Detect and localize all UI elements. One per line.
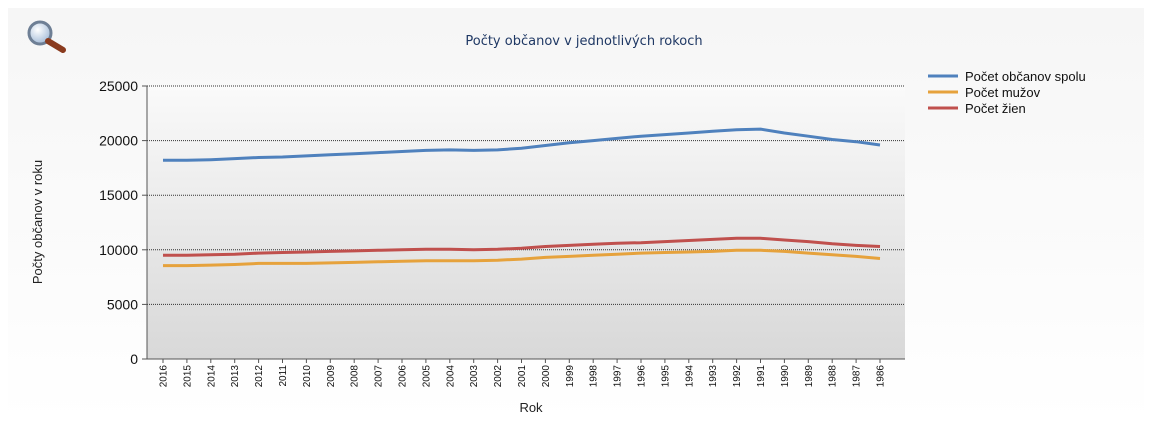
series-line-2 <box>163 236 881 257</box>
x-tick-label: 2009 <box>326 365 337 388</box>
magnifier-icon[interactable] <box>27 20 66 53</box>
y-tick-label: 0 <box>130 351 138 367</box>
x-tick-label: 1997 <box>613 365 624 388</box>
x-tick-label: 2003 <box>469 365 480 388</box>
series-line-1 <box>163 248 881 268</box>
plot-area <box>147 86 905 359</box>
x-tick-label: 2013 <box>230 365 241 388</box>
gridlines <box>147 85 905 305</box>
x-tick-label: 2016 <box>159 365 170 388</box>
x-tick-label: 2004 <box>445 365 456 388</box>
x-tick-label: 1990 <box>780 365 791 388</box>
x-tick-label: 1993 <box>708 365 719 388</box>
x-tick-label: 1987 <box>852 365 863 388</box>
legend-label: Počet mužov <box>965 85 1041 100</box>
x-axis-label: Rok <box>519 400 543 415</box>
y-tick-label: 20000 <box>99 133 138 149</box>
x-tick-label: 2005 <box>421 365 432 388</box>
x-axis-ticks: 2016 2015 2014 2013 2012 2011 2010 2009 2008 2007… <box>159 359 887 387</box>
legend-label: Počet občanov spolu <box>965 69 1086 84</box>
x-tick-label: 2007 <box>374 365 385 388</box>
x-tick-label: 2000 <box>541 365 552 388</box>
x-tick-label: 1992 <box>732 365 743 388</box>
x-tick-label: 1994 <box>684 365 695 388</box>
x-tick-label: 1991 <box>756 365 767 388</box>
x-tick-label: 2001 <box>517 365 528 388</box>
x-tick-label: 2006 <box>398 365 409 388</box>
x-tick-label: 2002 <box>493 365 504 388</box>
y-tick-label: 10000 <box>99 242 138 258</box>
x-tick-label: 1998 <box>589 365 600 388</box>
x-tick-label: 2008 <box>350 365 361 388</box>
y-tick-label: 5000 <box>107 296 138 312</box>
x-tick-label: 1989 <box>804 365 815 388</box>
series-line-0 <box>163 127 881 162</box>
x-tick-label: 1988 <box>828 365 839 388</box>
y-tick-label: 25000 <box>99 78 138 94</box>
series-lines <box>163 127 881 268</box>
x-tick-label: 1996 <box>637 365 648 388</box>
x-tick-label: 2014 <box>206 365 217 388</box>
legend-label: Počet žien <box>965 101 1026 116</box>
y-axis-label: Počty občanov v roku <box>30 160 45 284</box>
y-tick-label: 15000 <box>99 187 138 203</box>
y-axis-ticks: 0 5000 10000 15000 20000 25000 <box>99 78 147 367</box>
x-tick-label: 1999 <box>565 365 576 388</box>
x-tick-label: 1995 <box>660 365 671 388</box>
x-tick-label: 2011 <box>278 365 289 387</box>
chart-title: Počty občanov v jednotlivých rokoch <box>465 34 702 49</box>
x-tick-label: 1986 <box>876 365 887 388</box>
x-tick-label: 2012 <box>254 365 265 388</box>
x-tick-label: 2015 <box>182 365 193 388</box>
x-tick-label: 2010 <box>302 365 313 388</box>
